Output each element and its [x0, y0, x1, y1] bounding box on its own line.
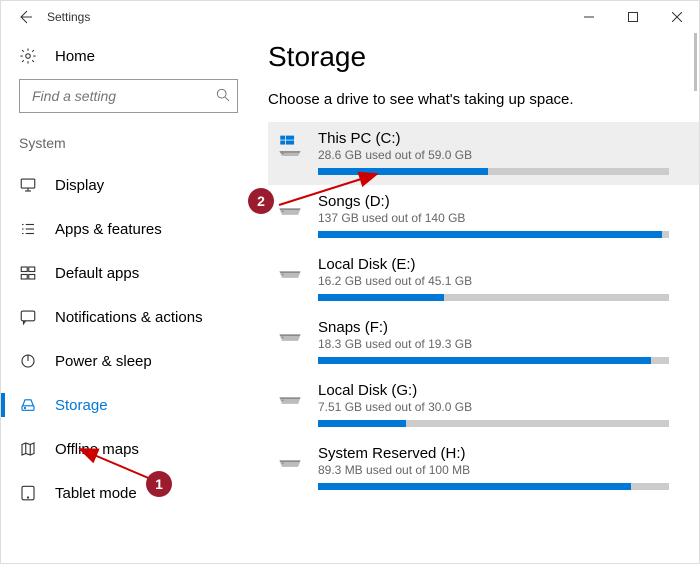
drive-name: Snaps (F:)	[318, 319, 669, 336]
notifications-icon	[19, 308, 37, 326]
power-icon	[19, 352, 37, 370]
drive-icon	[276, 256, 304, 301]
scrollbar-thumb[interactable]	[694, 33, 697, 91]
sidebar-home[interactable]: Home	[1, 39, 256, 79]
scrollbar[interactable]	[685, 33, 699, 563]
drive-name: Songs (D:)	[318, 193, 669, 210]
sidebar-item-apps-features[interactable]: Apps & features	[1, 207, 256, 251]
drive-item[interactable]: Local Disk (G:)7.51 GB used out of 30.0 …	[268, 374, 699, 437]
drive-usage: 28.6 GB used out of 59.0 GB	[318, 148, 669, 162]
drive-icon	[276, 319, 304, 364]
sidebar-item-notifications-actions[interactable]: Notifications & actions	[1, 295, 256, 339]
tablet-icon	[19, 484, 37, 502]
drive-item[interactable]: This PC (C:)28.6 GB used out of 59.0 GB	[268, 122, 699, 185]
gear-icon	[19, 47, 37, 65]
drive-item[interactable]: Snaps (F:)18.3 GB used out of 19.3 GB	[268, 311, 699, 374]
drive-bar	[318, 231, 669, 238]
drive-name: This PC (C:)	[318, 130, 669, 147]
sidebar-item-label: Apps & features	[55, 221, 162, 238]
drive-name: System Reserved (H:)	[318, 445, 669, 462]
sidebar-item-label: Default apps	[55, 265, 139, 282]
sidebar-section-title: System	[1, 127, 256, 163]
sidebar-item-label: Power & sleep	[55, 353, 152, 370]
drive-usage: 137 GB used out of 140 GB	[318, 211, 669, 225]
display-icon	[19, 176, 37, 194]
drive-usage: 7.51 GB used out of 30.0 GB	[318, 400, 669, 414]
search-input[interactable]	[30, 87, 216, 105]
drive-usage: 18.3 GB used out of 19.3 GB	[318, 337, 669, 351]
home-label: Home	[55, 48, 95, 65]
drive-item[interactable]: System Reserved (H:)89.3 MB used out of …	[268, 437, 699, 500]
back-button[interactable]	[5, 1, 45, 33]
sidebar-item-storage[interactable]: Storage	[1, 383, 256, 427]
drive-icon	[276, 445, 304, 490]
sidebar-item-label: Storage	[55, 397, 108, 414]
page-title: Storage	[268, 41, 699, 73]
drive-icon	[276, 193, 304, 238]
default-apps-icon	[19, 264, 37, 282]
drive-usage: 16.2 GB used out of 45.1 GB	[318, 274, 669, 288]
storage-icon	[19, 396, 37, 414]
minimize-button[interactable]	[567, 1, 611, 33]
drive-usage: 89.3 MB used out of 100 MB	[318, 463, 669, 477]
sidebar-item-default-apps[interactable]: Default apps	[1, 251, 256, 295]
sidebar-item-display[interactable]: Display	[1, 163, 256, 207]
sidebar-item-power-sleep[interactable]: Power & sleep	[1, 339, 256, 383]
drive-bar	[318, 483, 669, 490]
sidebar-item-label: Tablet mode	[55, 485, 137, 502]
sidebar-item-label: Display	[55, 177, 104, 194]
close-button[interactable]	[655, 1, 699, 33]
search-box[interactable]	[19, 79, 238, 113]
window-controls	[567, 1, 699, 33]
drive-icon	[276, 130, 304, 175]
drive-item[interactable]: Songs (D:)137 GB used out of 140 GB	[268, 185, 699, 248]
drive-bar	[318, 168, 669, 175]
drive-name: Local Disk (G:)	[318, 382, 669, 399]
sidebar-item-tablet-mode[interactable]: Tablet mode	[1, 471, 256, 515]
search-icon	[216, 88, 230, 105]
drive-bar	[318, 294, 669, 301]
drive-icon	[276, 382, 304, 427]
drive-item[interactable]: Local Disk (E:)16.2 GB used out of 45.1 …	[268, 248, 699, 311]
sidebar: Home System Display Apps & features Defaul…	[1, 33, 256, 563]
maximize-button[interactable]	[611, 1, 655, 33]
drive-bar	[318, 357, 669, 364]
titlebar: Settings	[1, 1, 699, 33]
drive-name: Local Disk (E:)	[318, 256, 669, 273]
maps-icon	[19, 440, 37, 458]
window-title: Settings	[45, 10, 567, 24]
sidebar-item-label: Notifications & actions	[55, 309, 203, 326]
sidebar-item-label: Offline maps	[55, 441, 139, 458]
apps-icon	[19, 220, 37, 238]
sidebar-item-offline-maps[interactable]: Offline maps	[1, 427, 256, 471]
page-subtitle: Choose a drive to see what's taking up s…	[268, 91, 699, 108]
drive-bar	[318, 420, 669, 427]
content: Storage Choose a drive to see what's tak…	[256, 33, 699, 563]
